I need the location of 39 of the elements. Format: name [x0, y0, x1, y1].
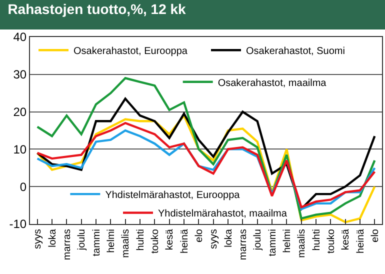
line-series — [36, 114, 376, 224]
x-tick-label: maalis — [120, 229, 132, 258]
x-tick-label: joulu — [76, 229, 88, 252]
x-tick-label: heinä — [179, 228, 190, 254]
x-tick-label: maalis — [296, 229, 308, 258]
x-tick-label: helmi — [106, 229, 117, 253]
y-tick-label: 30 — [13, 68, 27, 82]
x-tick-label: elo — [370, 228, 381, 242]
chart-title: Rahastojen tuotto,%, 12 kk — [8, 0, 186, 17]
x-tick-label: kesä — [164, 228, 176, 250]
x-tick-label: touko — [326, 228, 337, 254]
x-tick-label: loka — [223, 228, 234, 248]
x-tick-label: helmi — [282, 229, 293, 253]
line-series — [36, 77, 376, 220]
x-tick-label: tammi — [267, 229, 278, 256]
x-tick-label: touko — [150, 228, 161, 254]
y-tick-label: 0 — [20, 180, 27, 194]
y-tick-label: -10 — [9, 217, 27, 232]
legend-label: Yhdistelmärahastot, Eurooppa — [105, 190, 240, 201]
x-tick-label: syys — [32, 229, 44, 249]
x-tick-label: heinä — [355, 228, 366, 254]
y-tick-label: 40 — [13, 30, 27, 44]
x-tick-label: loka — [47, 228, 58, 248]
y-tick-label: 10 — [13, 142, 27, 156]
x-tick-label: huhti — [135, 229, 146, 251]
legend-label: Osakerahastot, Suomi — [246, 46, 345, 57]
legend-label: Osakerahastot, maailma — [218, 78, 327, 89]
legend-label: Yhdistelmärahastot, maailma — [158, 208, 288, 220]
x-tick-label: marras — [238, 229, 249, 260]
x-tick-label: elo — [194, 228, 205, 242]
x-tick-label: syys — [208, 229, 220, 249]
x-tick-label: joulu — [252, 229, 264, 252]
x-tick-label: huhti — [311, 229, 322, 251]
y-tick-label: 20 — [13, 105, 27, 119]
line-series — [36, 98, 376, 210]
x-tick-label: kesä — [340, 228, 352, 250]
x-tick-label: tammi — [91, 229, 102, 256]
legend-label: Osakerahastot, Eurooppa — [74, 46, 188, 57]
x-tick-label: marras — [62, 229, 73, 260]
